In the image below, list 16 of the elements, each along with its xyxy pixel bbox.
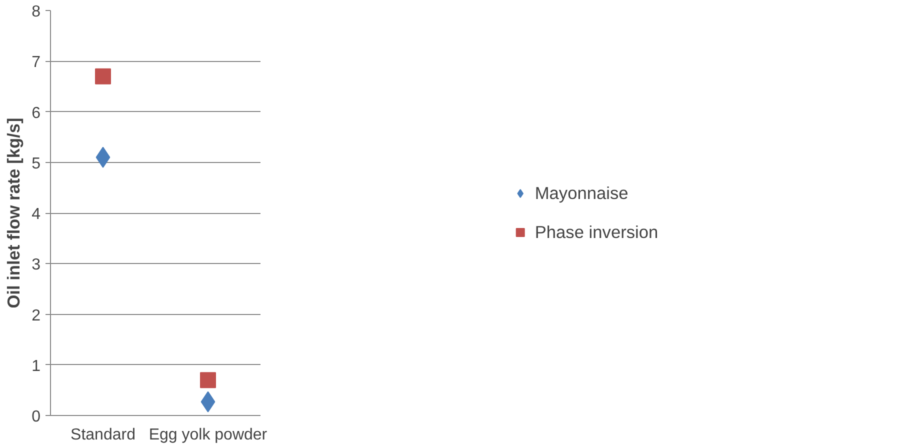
y-tick-label: 6 xyxy=(32,104,41,122)
y-tick-label: 1 xyxy=(32,358,41,375)
legend-label: Phase inversion xyxy=(534,222,658,242)
y-tick-label: 3 xyxy=(32,256,41,274)
y-axis-title: Oil inlet flow rate [kg/s] xyxy=(4,118,24,308)
y-tick-label: 7 xyxy=(32,54,41,72)
point xyxy=(200,372,216,388)
y-tick-label: 0 xyxy=(32,408,41,426)
y-tick-label: 2 xyxy=(32,307,41,324)
y-tick-label: 8 xyxy=(32,4,41,20)
x-tick-label: Standard xyxy=(70,426,136,444)
y-tick-label: 4 xyxy=(32,206,41,223)
y-tick-label: 5 xyxy=(32,155,41,172)
legend-label: Mayonnaise xyxy=(534,182,628,204)
point xyxy=(95,68,111,84)
x-tick-label: Egg yolk powder xyxy=(148,426,268,444)
